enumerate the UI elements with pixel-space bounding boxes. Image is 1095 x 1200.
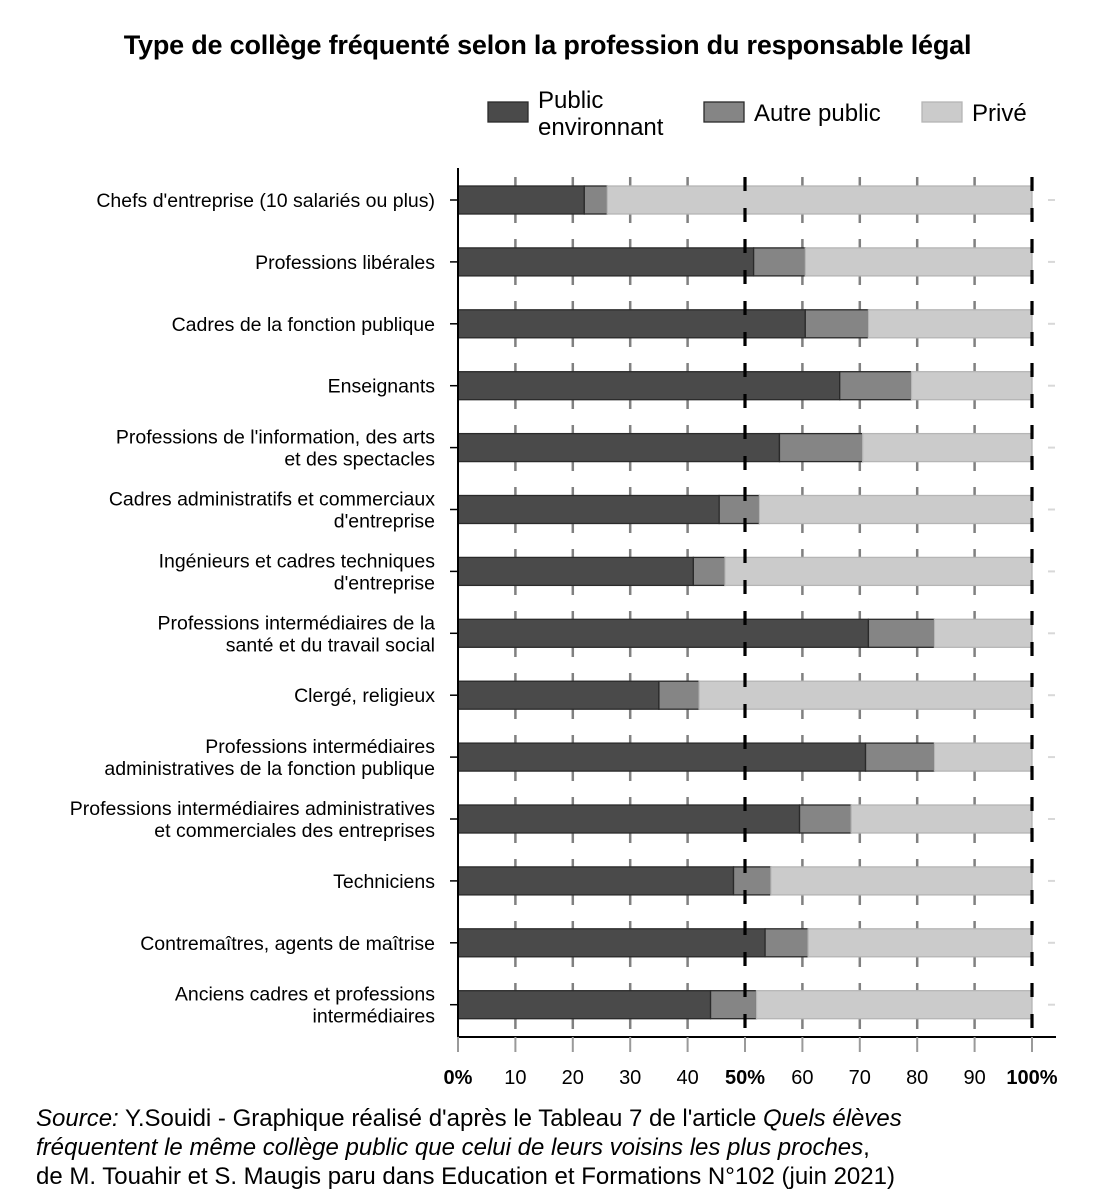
category-label: Cadres administratifs et commerciaux — [109, 489, 435, 511]
category-label: Ingénieurs et cadres techniques — [159, 550, 436, 572]
x-tick-label: 40 — [676, 1067, 698, 1089]
bar-segment — [457, 432, 781, 463]
bar-segment — [804, 309, 870, 339]
legend-label: Autre public — [754, 100, 881, 127]
category-label: Cadres de la fonction publique — [172, 314, 435, 336]
source-note: Source: Y.Souidi - Graphique réalisé d'a… — [36, 1104, 1086, 1191]
bar-segment — [457, 309, 806, 339]
bar-segment — [606, 185, 1033, 215]
bar-segment — [933, 618, 1033, 648]
category-label: Professions de l'information, des arts — [116, 427, 435, 449]
source-text: Y.Souidi - Graphique réalisé d'après le … — [118, 1105, 763, 1132]
category-label: Techniciens — [333, 871, 435, 893]
bar-segment — [752, 247, 806, 277]
category-label: Contremaîtres, agents de maîtrise — [140, 933, 435, 955]
category-label: Professions libérales — [255, 252, 435, 274]
bar-segment — [457, 742, 867, 772]
bar-segment — [457, 680, 660, 710]
legend-swatch — [487, 101, 529, 123]
bar-segment — [698, 680, 1033, 710]
bar-segment — [724, 556, 1033, 587]
bar-segment — [804, 247, 1033, 277]
category-label: d'entreprise — [334, 511, 435, 533]
bar-segment — [457, 618, 870, 648]
bar-segment — [867, 309, 1033, 339]
source-comma: , — [863, 1134, 870, 1161]
bar-segment — [457, 185, 585, 215]
bar-segment — [692, 556, 726, 587]
bar-segment — [910, 371, 1033, 401]
bar-segment — [658, 680, 700, 710]
legend-swatch — [703, 101, 745, 123]
category-label: Professions intermédiaires — [205, 736, 435, 758]
bar-segment — [718, 494, 760, 525]
bar-segment — [457, 494, 720, 525]
category-label: Anciens cadres et professions — [175, 984, 435, 1006]
x-tick-label: 60 — [791, 1067, 813, 1089]
bar-segment — [864, 742, 936, 772]
category-label: et des spectacles — [284, 449, 435, 471]
bar-segment — [457, 371, 841, 401]
category-label: santé et du travail social — [226, 634, 435, 656]
x-tick-label: 90 — [963, 1067, 985, 1089]
legend-label: environnant — [538, 114, 664, 141]
bar-segment — [867, 618, 936, 648]
chart-title: Type de collège fréquenté selon la profe… — [123, 30, 972, 60]
legend-label: Public — [538, 87, 603, 114]
x-tick-label: 20 — [562, 1067, 584, 1089]
bar-segment — [807, 928, 1033, 958]
bar-segment — [755, 990, 1033, 1020]
legend-swatch — [921, 101, 963, 123]
article-title-part-1: Quels élèves — [762, 1105, 902, 1132]
source-prefix: Source: — [36, 1105, 119, 1132]
category-label: Chefs d'entreprise (10 salariés ou plus) — [96, 190, 435, 212]
x-tick-label: 100% — [1006, 1067, 1057, 1089]
x-tick-label: 50% — [725, 1067, 765, 1089]
bars — [457, 185, 1033, 1020]
bar-segment — [839, 371, 913, 401]
bar-segment — [457, 928, 766, 958]
bar-segment — [850, 804, 1033, 834]
bar-segment — [457, 990, 712, 1020]
bar-segment — [457, 866, 735, 896]
category-label: Clergé, religieux — [294, 685, 435, 707]
source-line-3: de M. Touahir et S. Maugis paru dans Edu… — [36, 1163, 895, 1190]
source-line-2: fréquentent le même collège public que c… — [36, 1133, 1086, 1162]
bar-segment — [770, 866, 1033, 896]
bar-segment — [862, 432, 1033, 463]
bar-segment — [933, 742, 1033, 772]
article-title-part-2: fréquentent le même collège public que c… — [36, 1134, 864, 1161]
bar-segment — [583, 185, 608, 215]
x-tick-label: 10 — [504, 1067, 526, 1089]
bar-segment — [457, 247, 755, 277]
category-label: intermédiaires — [313, 1006, 436, 1028]
reference-lines — [743, 168, 1034, 1037]
bar-segment — [798, 804, 852, 834]
category-label: et commerciales des entreprises — [154, 820, 435, 842]
grid-lines — [514, 168, 976, 1037]
legend-label: Privé — [972, 100, 1027, 127]
bar-segment — [778, 432, 864, 463]
bar-segment — [764, 928, 809, 958]
bar-segment — [457, 804, 801, 834]
category-label: Professions intermédiaires administrativ… — [70, 798, 435, 820]
x-tick-label: 80 — [906, 1067, 928, 1089]
category-label: d'entreprise — [334, 572, 435, 594]
x-tick-label: 0% — [444, 1067, 473, 1089]
category-label: Professions intermédiaires de la — [158, 612, 436, 634]
axes: 0% 10 20 30 40 50% 60 70 80 90 100% — [444, 168, 1058, 1089]
category-label: administratives de la fonction publique — [104, 758, 435, 780]
x-tick-label: 30 — [619, 1067, 641, 1089]
source-line-1: Source: Y.Souidi - Graphique réalisé d'a… — [36, 1104, 1086, 1133]
x-tick-label: 70 — [849, 1067, 871, 1089]
category-labels: Chefs d'entreprise (10 salariés ou plus)… — [70, 190, 435, 1028]
bar-segment — [709, 990, 758, 1020]
bar-segment — [758, 494, 1033, 525]
bar-segment — [732, 866, 772, 896]
bar-segment — [457, 556, 694, 587]
category-label: Enseignants — [328, 376, 436, 398]
